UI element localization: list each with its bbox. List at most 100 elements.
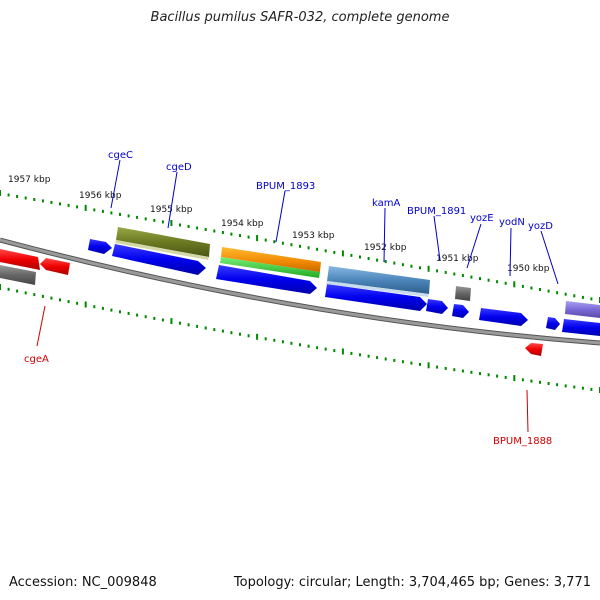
minor-tick [444, 366, 447, 370]
major-tick [256, 235, 259, 242]
minor-tick [93, 208, 96, 212]
minor-tick [324, 347, 327, 351]
minor-tick [144, 217, 147, 221]
minor-tick [299, 244, 301, 248]
minor-tick [384, 357, 387, 361]
minor-tick [153, 316, 156, 320]
gene-arrow[interactable] [479, 308, 528, 326]
gene-arrow[interactable] [88, 239, 112, 254]
minor-tick [316, 247, 319, 251]
minor-tick [93, 305, 96, 309]
gene-label-cgeD[interactable]: cgeD [166, 162, 192, 173]
minor-tick [590, 387, 593, 391]
gene-arrow[interactable] [216, 265, 317, 294]
gene-arrow[interactable] [0, 249, 40, 270]
gene-arrow[interactable] [40, 258, 70, 275]
minor-tick [33, 293, 36, 297]
minor-tick [496, 280, 499, 284]
gene-label-BPUM_1891[interactable]: BPUM_1891 [407, 206, 466, 217]
gene-arrow[interactable] [562, 319, 600, 336]
gene-label-BPUM_1893[interactable]: BPUM_1893 [256, 181, 315, 192]
feature-bar[interactable] [327, 266, 430, 294]
minor-tick [350, 351, 353, 355]
minor-tick [59, 298, 61, 302]
feature-bar[interactable] [116, 227, 210, 257]
minor-tick [196, 226, 199, 230]
feature-bar[interactable] [0, 265, 36, 285]
gene-label-BPUM_1888[interactable]: BPUM_1888 [493, 436, 552, 447]
gene-arrow[interactable] [325, 284, 427, 311]
minor-tick [221, 329, 224, 333]
gene-label-yozE[interactable]: yozE [470, 213, 494, 224]
minor-tick [230, 232, 233, 236]
minor-tick [573, 385, 576, 389]
gene-label-kamA[interactable]: kamA [372, 198, 400, 209]
minor-tick [530, 286, 533, 290]
forward-strand-genes [88, 239, 600, 336]
minor-tick [119, 310, 121, 314]
gene-arrow[interactable] [112, 244, 206, 275]
gene-arrow[interactable] [525, 343, 543, 356]
minor-tick [187, 225, 190, 228]
gene-arrow[interactable] [546, 317, 560, 330]
gene-label-yozD[interactable]: yozD [528, 221, 553, 232]
minor-tick [539, 380, 541, 384]
kbp-label: 1954 kbp [221, 219, 264, 229]
minor-tick [504, 281, 507, 285]
minor-tick [101, 306, 104, 310]
minor-tick [376, 258, 379, 262]
gene-label-cgeA[interactable]: cgeA [24, 354, 49, 365]
feature-bar[interactable] [220, 257, 320, 278]
gene-arrow[interactable] [452, 304, 469, 318]
minor-tick [204, 228, 207, 231]
minor-tick [359, 255, 361, 259]
kbp-label: 1950 kbp [507, 264, 550, 274]
minor-tick [16, 289, 19, 293]
minor-tick [496, 374, 499, 378]
minor-tick [247, 235, 250, 239]
minor-tick [419, 362, 421, 366]
minor-tick [350, 253, 353, 257]
minor-tick [479, 372, 481, 376]
gene-label-cgeC[interactable]: cgeC [108, 150, 133, 161]
minor-tick [221, 231, 224, 234]
minor-tick [419, 266, 421, 270]
minor-tick [461, 274, 464, 277]
minor-tick [556, 291, 559, 295]
minor-tick [521, 284, 524, 288]
feature-bar[interactable] [565, 301, 600, 318]
minor-tick [333, 349, 336, 353]
gene-arrow[interactable] [426, 299, 448, 314]
minor-tick [110, 308, 113, 312]
major-tick [341, 348, 344, 355]
minor-tick [187, 323, 190, 327]
kbp-label: 1956 kbp [79, 191, 122, 201]
minor-tick [359, 353, 361, 357]
minor-tick [453, 368, 456, 372]
minor-tick [59, 202, 61, 206]
feature-bar[interactable] [455, 286, 471, 301]
minor-tick [324, 249, 327, 253]
minor-tick [161, 318, 164, 322]
minor-tick [67, 203, 70, 207]
minor-tick [273, 240, 276, 244]
minor-tick [273, 338, 276, 342]
minor-tick [401, 263, 404, 267]
minor-tick [50, 296, 53, 300]
feature-bars [0, 227, 600, 318]
minor-tick [521, 378, 524, 382]
feature-bar[interactable] [221, 247, 321, 272]
minor-tick [470, 370, 473, 374]
minor-tick [239, 234, 241, 238]
minor-tick [504, 375, 507, 379]
minor-tick [213, 229, 216, 233]
minor-tick [290, 341, 293, 345]
minor-tick [401, 360, 404, 364]
minor-tick [547, 382, 550, 385]
minor-tick [581, 386, 584, 390]
major-tick [513, 281, 516, 288]
minor-tick [127, 214, 130, 218]
gene-label-yodN[interactable]: yodN [499, 217, 525, 228]
minor-tick [41, 199, 44, 203]
